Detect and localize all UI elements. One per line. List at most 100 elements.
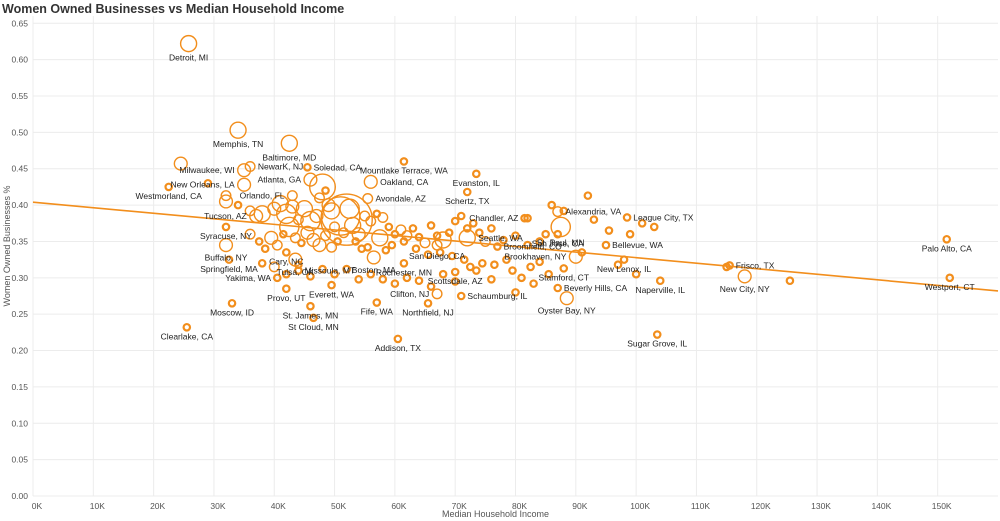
data-point[interactable] [254,237,264,246]
data-point[interactable] [559,206,569,216]
data-point[interactable] [286,190,298,202]
data-point[interactable] [625,229,635,239]
data-point[interactable] [318,264,327,274]
data-point[interactable] [289,232,301,244]
data-point[interactable] [408,224,418,233]
data-point[interactable] [471,266,481,275]
data-point[interactable] [399,258,409,268]
data-point[interactable] [260,244,270,254]
data-point[interactable] [604,226,614,235]
data-point[interactable] [381,245,391,255]
data-point[interactable] [478,258,487,268]
data-point[interactable] [387,240,397,250]
data-point[interactable] [493,242,502,251]
data-point[interactable] [366,269,376,279]
data-point[interactable] [295,200,314,218]
data-point[interactable] [426,282,436,291]
data-point[interactable] [399,237,409,246]
data-point[interactable] [221,222,231,232]
data-point[interactable] [523,213,532,223]
data-point[interactable] [583,191,593,200]
data-point[interactable] [535,237,544,246]
data-point[interactable] [268,261,280,273]
data-point[interactable] [309,208,324,224]
data-point[interactable] [462,224,472,233]
data-point[interactable] [365,215,377,227]
data-point[interactable] [475,228,484,238]
data-point[interactable] [649,222,659,232]
data-point[interactable] [487,274,496,284]
data-point[interactable] [384,222,394,232]
data-point[interactable] [279,216,300,238]
data-point[interactable] [363,174,378,189]
data-point[interactable] [468,218,478,228]
data-point[interactable] [414,232,424,242]
data-point[interactable] [520,213,529,223]
data-point[interactable] [395,224,407,236]
data-point[interactable] [303,162,312,172]
data-point[interactable] [432,231,442,240]
data-point[interactable] [541,229,550,239]
data-point[interactable] [508,266,517,275]
data-point[interactable] [399,157,409,166]
data-point[interactable] [326,241,338,253]
data-point[interactable] [330,269,339,279]
data-point[interactable] [619,255,629,264]
data-point[interactable] [264,230,279,245]
data-point[interactable] [511,288,520,297]
data-point[interactable] [631,269,641,279]
data-point[interactable] [312,237,327,253]
data-point[interactable] [227,298,237,308]
data-point[interactable] [327,280,336,290]
data-point[interactable] [458,229,476,247]
data-point[interactable] [182,322,192,332]
data-point[interactable] [366,250,381,265]
data-point[interactable] [479,235,491,247]
data-point[interactable] [411,244,421,254]
data-point[interactable] [450,216,460,226]
data-point[interactable] [294,266,303,275]
data-point[interactable] [320,193,373,246]
data-point[interactable] [450,267,460,277]
data-point[interactable] [431,239,443,251]
data-point[interactable] [257,258,267,268]
data-point[interactable] [306,301,315,311]
data-point[interactable] [490,260,499,270]
data-point[interactable] [447,251,457,261]
data-point[interactable] [272,273,282,283]
data-point[interactable] [390,279,400,288]
data-point[interactable] [613,260,623,270]
data-point[interactable] [306,272,315,281]
data-point[interactable] [459,255,469,264]
data-point[interactable] [329,221,341,233]
data-point[interactable] [278,229,288,239]
data-point[interactable] [338,227,350,239]
data-point[interactable] [224,255,234,264]
data-point[interactable] [282,248,291,257]
data-point[interactable] [282,284,291,294]
data-point[interactable] [535,257,544,267]
data-point[interactable] [523,240,532,250]
data-point[interactable] [431,288,443,300]
data-point[interactable] [544,269,553,279]
data-point[interactable] [414,276,424,286]
data-point[interactable] [559,264,569,273]
data-point[interactable] [359,210,371,222]
data-point[interactable] [320,230,332,242]
data-point[interactable] [244,228,256,240]
data-point[interactable] [173,156,188,171]
data-point[interactable] [622,213,632,222]
data-point[interactable] [423,250,433,259]
data-point[interactable] [553,283,563,293]
data-point[interactable] [438,269,448,279]
data-point[interactable] [321,197,336,213]
data-point[interactable] [271,239,283,251]
data-point[interactable] [321,186,330,195]
data-point[interactable] [362,193,374,205]
data-point[interactable] [372,298,382,307]
data-point[interactable] [423,298,433,308]
data-point[interactable] [589,215,599,224]
data-point[interactable] [280,134,299,152]
data-point[interactable] [282,269,291,279]
data-point[interactable] [333,237,342,246]
